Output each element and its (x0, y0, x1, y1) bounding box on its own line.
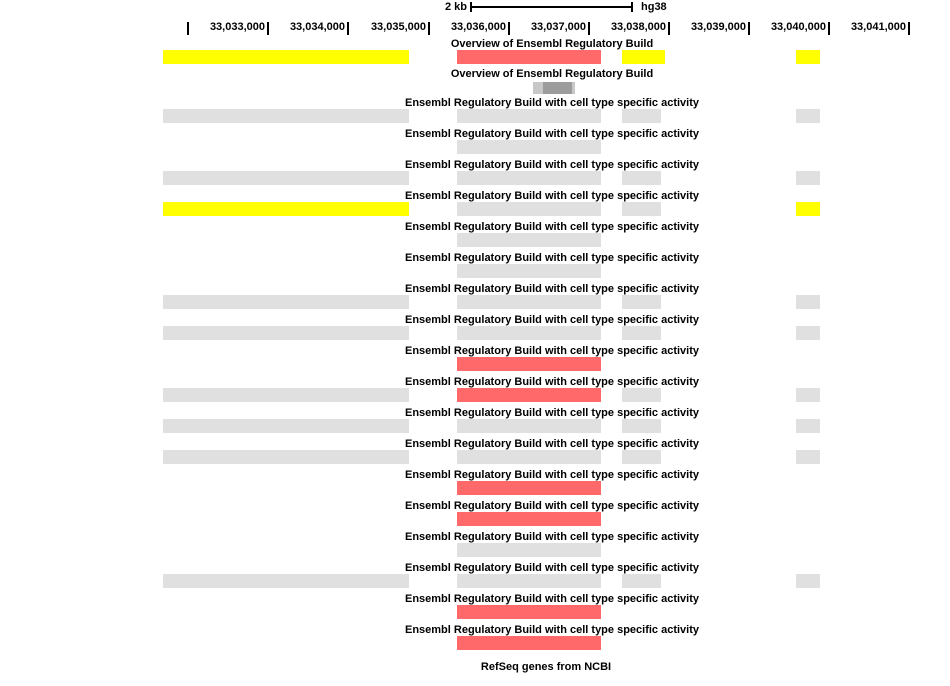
ruler-tick (908, 22, 910, 35)
ruler-coordinate-label: 33,041,000 (850, 21, 906, 33)
feature-bar-gray[interactable] (163, 295, 409, 309)
feature-bar-gray[interactable] (622, 202, 661, 216)
feature-bar-gray[interactable] (163, 574, 409, 588)
feature-bar-yellow[interactable] (796, 50, 820, 64)
feature-bar-gray[interactable] (796, 419, 820, 433)
feature-bar-gray[interactable] (622, 295, 661, 309)
feature-bar-gray[interactable] (457, 295, 601, 309)
track-label: Ensembl Regulatory Build with cell type … (404, 376, 700, 388)
feature-bar-gray[interactable] (622, 388, 661, 402)
track-label: RefSeq genes from NCBI (480, 661, 612, 673)
feature-bar-yellow[interactable] (622, 50, 665, 64)
ruler-coordinate-label: 33,039,000 (690, 21, 746, 33)
feature-bar-gray[interactable] (622, 109, 661, 123)
feature-bar-gray[interactable] (622, 326, 661, 340)
feature-bar-gray[interactable] (457, 171, 601, 185)
ruler-tick (508, 22, 510, 35)
track-label: Ensembl Regulatory Build with cell type … (404, 438, 700, 450)
feature-bar-red[interactable] (457, 388, 601, 402)
feature-bar-gray[interactable] (457, 233, 601, 247)
feature-bar-red[interactable] (457, 512, 601, 526)
feature-bar-gray[interactable] (457, 202, 601, 216)
feature-bar-yellow[interactable] (163, 50, 409, 64)
track-label: Overview of Ensembl Regulatory Build (450, 68, 654, 80)
feature-bar-red[interactable] (457, 50, 601, 64)
feature-bar-red[interactable] (457, 636, 601, 650)
feature-bar-gray[interactable] (796, 171, 820, 185)
feature-bar-grayDark[interactable] (543, 82, 572, 94)
feature-bar-gray[interactable] (622, 574, 661, 588)
ruler-coordinate-label: 33,040,000 (770, 21, 826, 33)
ruler-coordinate-label: 33,038,000 (610, 21, 666, 33)
track-label: Ensembl Regulatory Build with cell type … (404, 469, 700, 481)
feature-bar-red[interactable] (457, 481, 601, 495)
track-label: Ensembl Regulatory Build with cell type … (404, 159, 700, 171)
scale-bar-label: 2 kb (444, 1, 467, 13)
feature-bar-gray[interactable] (796, 574, 820, 588)
ruler-tick (588, 22, 590, 35)
feature-bar-gray[interactable] (457, 450, 601, 464)
ruler-coordinate-label: 33,036,000 (450, 21, 506, 33)
feature-bar-gray[interactable] (163, 419, 409, 433)
feature-bar-gray[interactable] (163, 109, 409, 123)
track-label: Overview of Ensembl Regulatory Build (450, 38, 654, 50)
track-label: Ensembl Regulatory Build with cell type … (404, 407, 700, 419)
track-label: Ensembl Regulatory Build with cell type … (404, 624, 700, 636)
feature-bar-yellow[interactable] (163, 202, 409, 216)
track-label: Ensembl Regulatory Build with cell type … (404, 221, 700, 233)
feature-bar-red[interactable] (457, 605, 601, 619)
track-label: Ensembl Regulatory Build with cell type … (404, 283, 700, 295)
track-label: Ensembl Regulatory Build with cell type … (404, 500, 700, 512)
track-label: Ensembl Regulatory Build with cell type … (404, 128, 700, 140)
track-label: Ensembl Regulatory Build with cell type … (404, 190, 700, 202)
feature-bar-gray[interactable] (622, 171, 661, 185)
feature-bar-gray[interactable] (163, 450, 409, 464)
feature-bar-yellow[interactable] (796, 202, 820, 216)
ruler-tick (428, 22, 430, 35)
track-label: Ensembl Regulatory Build with cell type … (404, 314, 700, 326)
feature-bar-gray[interactable] (457, 574, 601, 588)
feature-bar-gray[interactable] (163, 388, 409, 402)
track-label: Ensembl Regulatory Build with cell type … (404, 593, 700, 605)
scale-bar-left-cap (470, 2, 472, 12)
feature-bar-gray[interactable] (163, 171, 409, 185)
feature-bar-gray[interactable] (457, 264, 601, 278)
feature-bar-gray[interactable] (796, 109, 820, 123)
scale-bar-line (471, 6, 632, 8)
feature-bar-gray[interactable] (796, 326, 820, 340)
ruler-coordinate-label: 33,033,000 (209, 21, 265, 33)
ruler-tick (748, 22, 750, 35)
ruler-coordinate-label: 33,037,000 (530, 21, 586, 33)
feature-bar-gray[interactable] (163, 326, 409, 340)
track-label: Ensembl Regulatory Build with cell type … (404, 531, 700, 543)
track-label: Ensembl Regulatory Build with cell type … (404, 252, 700, 264)
feature-bar-gray[interactable] (796, 388, 820, 402)
ruler-tick (828, 22, 830, 35)
feature-bar-gray[interactable] (457, 419, 601, 433)
feature-bar-gray[interactable] (457, 543, 601, 557)
scale-bar-right-cap (631, 2, 633, 12)
feature-bar-gray[interactable] (457, 140, 601, 154)
feature-bar-gray[interactable] (457, 109, 601, 123)
ruler-coordinate-label: 33,035,000 (370, 21, 426, 33)
feature-bar-gray[interactable] (622, 419, 661, 433)
ruler-tick (267, 22, 269, 35)
ruler-coordinate-label: 33,034,000 (289, 21, 345, 33)
assembly-label: hg38 (641, 1, 667, 13)
track-label: Ensembl Regulatory Build with cell type … (404, 345, 700, 357)
ruler-tick (347, 22, 349, 35)
feature-bar-gray[interactable] (457, 326, 601, 340)
feature-bar-gray[interactable] (796, 295, 820, 309)
ruler-tick (668, 22, 670, 35)
feature-bar-gray[interactable] (796, 450, 820, 464)
track-label: Ensembl Regulatory Build with cell type … (404, 97, 700, 109)
ruler-tick (187, 22, 189, 35)
feature-bar-gray[interactable] (622, 450, 661, 464)
feature-bar-red[interactable] (457, 357, 601, 371)
track-label: Ensembl Regulatory Build with cell type … (404, 562, 700, 574)
